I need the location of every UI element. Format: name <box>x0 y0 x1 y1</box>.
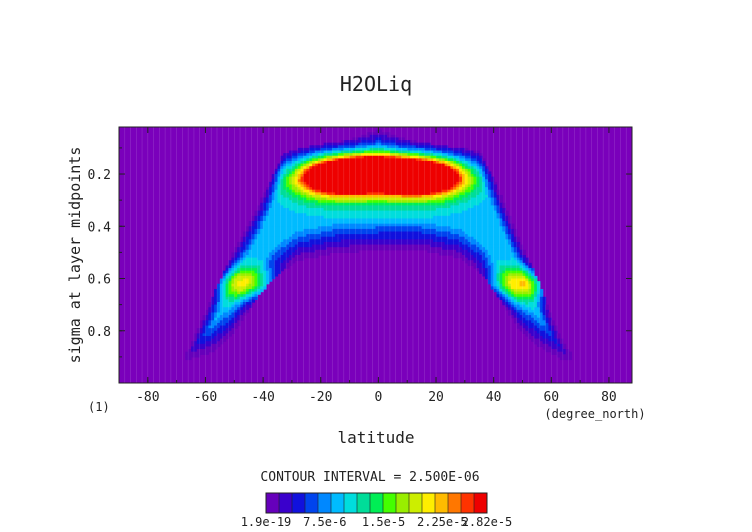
y-tick-label: 0.6 <box>88 273 111 288</box>
contour-interval-text: CONTOUR INTERVAL = 2.500E-06 <box>260 470 479 485</box>
colorbar: 1.9e-19 7.5e-6 1.5e-5 2.25e-52.82e-5 <box>241 492 513 529</box>
colorbar-label: 2.25e-5 <box>417 515 468 529</box>
colorbar-swatch <box>435 493 449 513</box>
colorbar-swatch <box>422 493 436 513</box>
colorbar-label: 2.82e-5 <box>462 515 513 529</box>
colorbar-swatch <box>461 493 475 513</box>
x-tick-label: 60 <box>543 390 559 405</box>
colorbar-swatch <box>279 493 293 513</box>
contour-fill <box>185 129 573 361</box>
x-tick-label: -60 <box>194 390 217 405</box>
grid-lines <box>124 127 632 383</box>
x-tick-label: 80 <box>601 390 617 405</box>
plot-frame <box>118 126 633 384</box>
axes: -80 -60 -40 -20 0 20 40 60 80 0.2 0.4 0.6 0.8 <box>88 126 633 405</box>
colorbar-swatch <box>266 493 280 513</box>
x-tick-label: -20 <box>309 390 332 405</box>
x-tick-label: 20 <box>428 390 444 405</box>
y-tick-label: 0.8 <box>88 325 111 340</box>
y-tick-label: 0.2 <box>88 168 111 183</box>
colorbar-swatch <box>409 493 423 513</box>
colorbar-swatch <box>370 493 384 513</box>
colorbar-swatch <box>292 493 306 513</box>
x-tick-label: -80 <box>136 390 159 405</box>
x-tick-label: 0 <box>374 390 382 405</box>
colorbar-swatch <box>331 493 345 513</box>
colorbar-swatch <box>344 493 358 513</box>
colorbar-swatch <box>305 493 319 513</box>
colorbar-label: 1.5e-5 <box>362 515 405 529</box>
colorbar-swatch <box>383 493 397 513</box>
colorbar-swatch <box>318 493 332 513</box>
chart-title: H2OLiq <box>340 72 412 96</box>
corner-label: (1) <box>88 400 110 414</box>
colorbar-label: 7.5e-6 <box>303 515 346 529</box>
colorbar-swatch <box>357 493 371 513</box>
y-axis-label: sigma at layer midpoints <box>66 147 84 364</box>
colorbar-label: 1.9e-19 <box>241 515 292 529</box>
colorbar-swatch <box>448 493 462 513</box>
x-tick-label: -40 <box>251 390 274 405</box>
x-tick-label: 40 <box>486 390 502 405</box>
x-axis-label: latitude <box>337 428 414 447</box>
colorbar-swatch <box>396 493 410 513</box>
x-unit-label: (degree_north) <box>544 407 645 421</box>
plot-area <box>119 127 632 383</box>
y-tick-label: 0.4 <box>88 220 112 235</box>
colorbar-swatch <box>474 493 488 513</box>
